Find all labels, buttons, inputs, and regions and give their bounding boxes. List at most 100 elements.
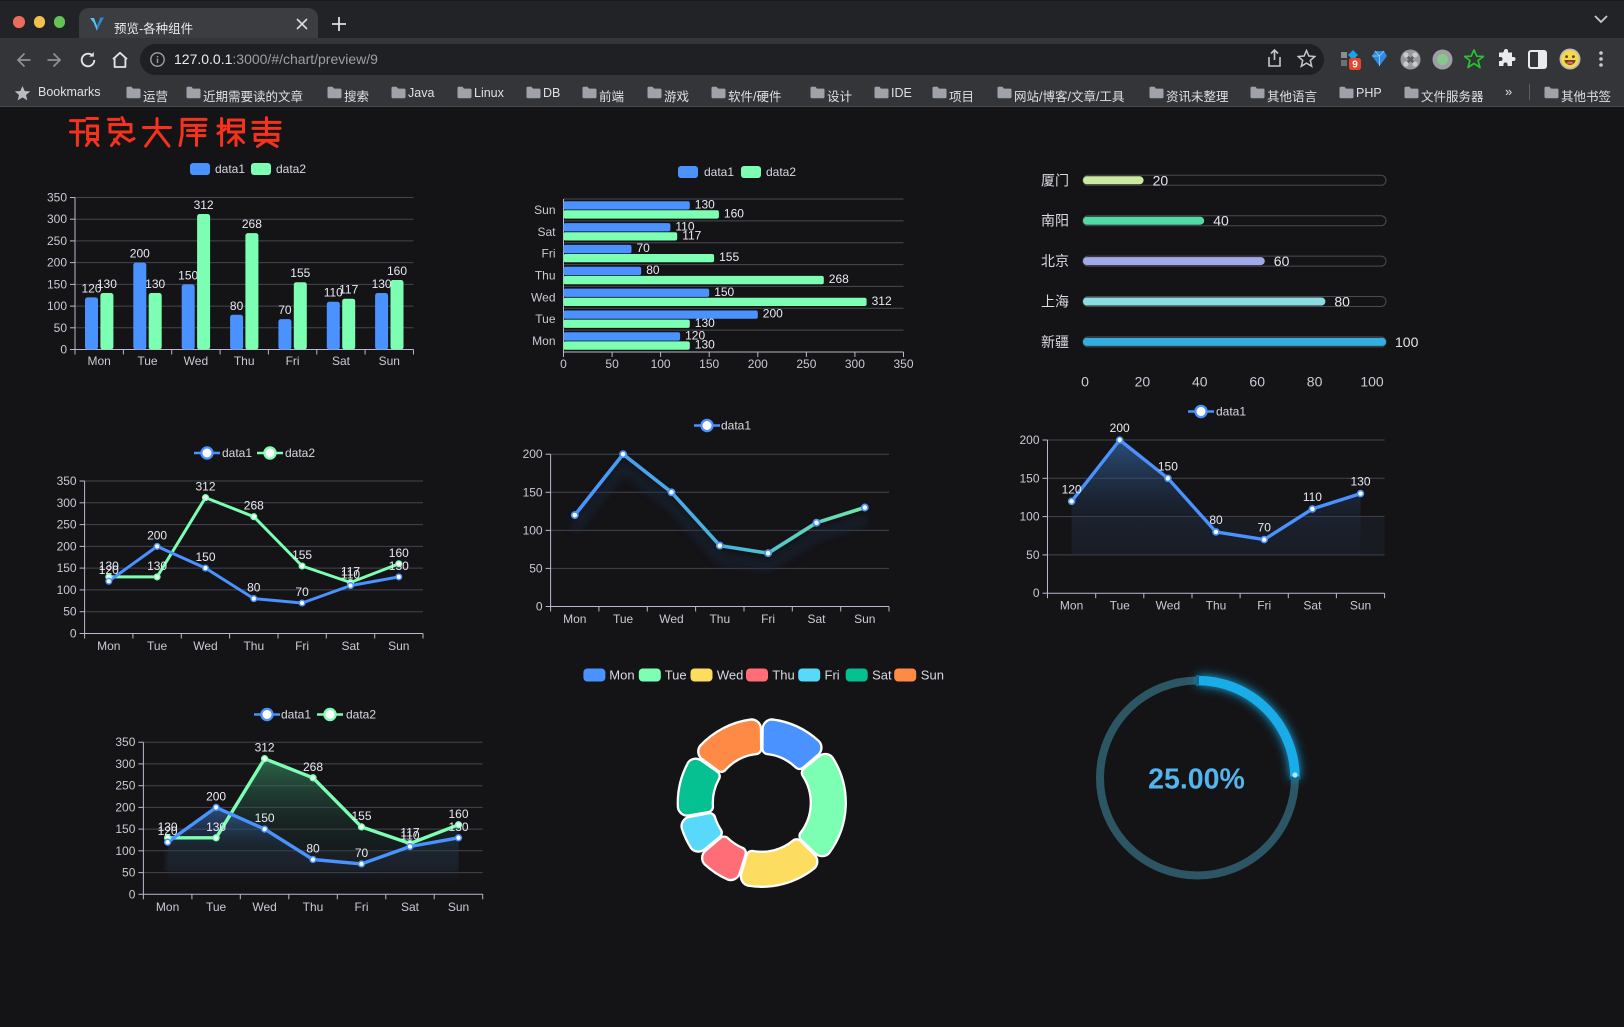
svg-text:80: 80 (646, 263, 660, 277)
svg-text:Sat: Sat (872, 668, 892, 683)
svg-text:130: 130 (372, 277, 392, 291)
svg-text:Sat: Sat (332, 354, 351, 368)
svg-text:70: 70 (295, 585, 309, 599)
svg-text:Thu: Thu (772, 668, 794, 683)
svg-text:Fri: Fri (761, 612, 775, 626)
svg-text:Sun: Sun (379, 354, 400, 368)
svg-text:300: 300 (845, 357, 865, 371)
svg-text:0: 0 (1033, 586, 1040, 600)
svg-text:50: 50 (1026, 548, 1040, 562)
svg-text:60: 60 (1249, 374, 1265, 390)
svg-text:25.00%: 25.00% (1148, 764, 1245, 796)
svg-text:150: 150 (1019, 471, 1039, 485)
svg-text:50: 50 (54, 321, 68, 335)
svg-text:Tue: Tue (665, 668, 687, 683)
svg-text:130: 130 (97, 277, 117, 291)
svg-text:40: 40 (1192, 374, 1208, 390)
svg-text:40: 40 (1213, 213, 1229, 229)
svg-text:Mon: Mon (88, 354, 111, 368)
svg-text:300: 300 (115, 757, 135, 771)
svg-text:Tue: Tue (137, 354, 158, 368)
svg-text:150: 150 (57, 561, 77, 575)
svg-text:Sun: Sun (534, 203, 555, 217)
svg-text:Thu: Thu (234, 354, 255, 368)
svg-text:150: 150 (1158, 459, 1178, 473)
svg-text:200: 200 (523, 447, 543, 461)
svg-text:110: 110 (1303, 490, 1322, 504)
svg-text:155: 155 (290, 266, 310, 280)
svg-text:0: 0 (1081, 374, 1089, 390)
svg-text:350: 350 (47, 191, 67, 205)
svg-text:0: 0 (536, 600, 543, 614)
svg-text:150: 150 (255, 811, 275, 825)
svg-text:130: 130 (695, 316, 715, 330)
svg-text:Mon: Mon (609, 668, 634, 683)
svg-text:130: 130 (206, 820, 226, 834)
svg-text:200: 200 (748, 357, 768, 371)
svg-text:Thu: Thu (1206, 599, 1227, 613)
svg-text:100: 100 (523, 523, 543, 537)
svg-text:268: 268 (242, 217, 262, 231)
svg-text:Wed: Wed (659, 612, 683, 626)
svg-text:312: 312 (255, 741, 275, 755)
svg-text:200: 200 (1019, 433, 1039, 447)
svg-text:160: 160 (448, 807, 468, 821)
svg-text:Wed: Wed (193, 639, 217, 653)
svg-text:130: 130 (158, 820, 178, 834)
svg-text:Fri: Fri (295, 639, 309, 653)
svg-text:155: 155 (351, 809, 371, 823)
svg-text:0: 0 (70, 627, 77, 641)
svg-text:新疆: 新疆 (1041, 334, 1069, 350)
svg-text:data1: data1 (215, 162, 245, 176)
svg-text:100: 100 (651, 357, 671, 371)
svg-text:0: 0 (560, 357, 567, 371)
svg-text:100: 100 (1395, 334, 1419, 350)
svg-text:150: 150 (178, 268, 198, 282)
svg-text:120: 120 (158, 824, 178, 838)
svg-text:Thu: Thu (243, 639, 264, 653)
svg-text:data2: data2 (346, 708, 376, 722)
svg-text:130: 130 (99, 559, 119, 573)
svg-text:Tue: Tue (613, 612, 634, 626)
svg-text:250: 250 (115, 779, 135, 793)
svg-text:Wed: Wed (252, 900, 276, 914)
svg-text:130: 130 (448, 820, 468, 834)
svg-text:Fri: Fri (825, 668, 840, 683)
svg-text:130: 130 (147, 559, 167, 573)
svg-text:Sun: Sun (921, 668, 944, 683)
svg-text:268: 268 (829, 272, 849, 286)
svg-text:150: 150 (47, 277, 67, 291)
svg-text:Mon: Mon (563, 612, 586, 626)
svg-text:60: 60 (1274, 253, 1290, 269)
svg-text:268: 268 (303, 760, 323, 774)
svg-text:80: 80 (1307, 374, 1323, 390)
svg-text:Wed: Wed (531, 290, 555, 304)
svg-text:70: 70 (355, 846, 369, 860)
svg-text:Sat: Sat (537, 225, 556, 239)
svg-text:Sat: Sat (807, 612, 826, 626)
svg-text:350: 350 (115, 735, 135, 749)
svg-text:200: 200 (1110, 421, 1130, 435)
svg-text:150: 150 (195, 550, 215, 564)
svg-text:80: 80 (247, 581, 261, 595)
svg-text:50: 50 (63, 605, 77, 619)
svg-text:80: 80 (306, 842, 320, 856)
svg-text:20: 20 (1153, 172, 1169, 188)
svg-text:160: 160 (389, 546, 409, 560)
svg-text:50: 50 (122, 866, 136, 880)
svg-text:70: 70 (278, 303, 292, 317)
svg-text:Tue: Tue (147, 639, 168, 653)
svg-text:100: 100 (57, 583, 77, 597)
svg-text:Thu: Thu (303, 900, 324, 914)
svg-text:312: 312 (872, 294, 892, 308)
svg-text:130: 130 (389, 559, 409, 573)
svg-text:Fri: Fri (355, 900, 369, 914)
svg-text:200: 200 (115, 800, 135, 814)
svg-text:110: 110 (324, 286, 343, 300)
svg-text:50: 50 (529, 561, 543, 575)
svg-text:Fri: Fri (1257, 599, 1271, 613)
svg-text:130: 130 (1350, 475, 1370, 489)
svg-text:117: 117 (341, 565, 360, 579)
svg-text:150: 150 (699, 357, 719, 371)
svg-text:20: 20 (1135, 374, 1151, 390)
